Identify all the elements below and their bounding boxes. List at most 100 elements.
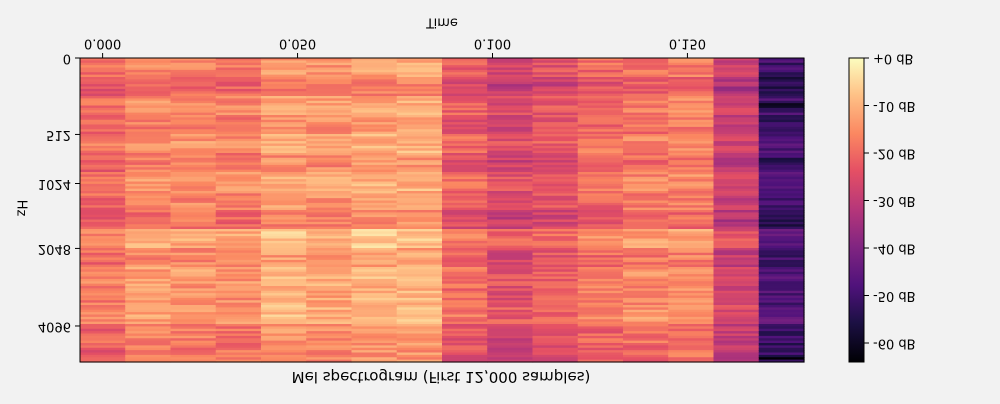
plot-frame [79, 57, 805, 363]
heatmap-cell [351, 210, 398, 213]
heatmap-cell [170, 319, 217, 323]
heatmap-cell [442, 302, 488, 306]
heatmap-cell [396, 84, 443, 88]
heatmap-cell [80, 93, 126, 97]
heatmap-cell [125, 283, 172, 287]
heatmap-cell [668, 188, 715, 192]
x-tick-label: 0.100 [474, 36, 511, 51]
heatmap-cell [758, 58, 805, 61]
heatmap-cell [532, 205, 579, 209]
heatmap-cell [261, 105, 307, 109]
heatmap-cell [713, 138, 760, 142]
heatmap-cell [125, 141, 172, 145]
heatmap-cell [713, 110, 760, 114]
heatmap-cell [758, 269, 805, 273]
heatmap-cell [215, 172, 262, 175]
heatmap-cell [623, 200, 669, 204]
heatmap-cell [442, 350, 488, 354]
heatmap-cell [215, 191, 262, 194]
heatmap-cell [623, 86, 669, 90]
heatmap-cell [442, 331, 488, 335]
heatmap-cell [125, 100, 172, 104]
heatmap-cell [125, 131, 172, 135]
heatmap-cell [215, 276, 262, 280]
heatmap-cell [532, 188, 579, 192]
heatmap-cell [215, 58, 262, 61]
heatmap-cell [442, 181, 488, 185]
heatmap-cell [215, 169, 262, 173]
heatmap-cell [396, 357, 443, 361]
heatmap-cell [713, 281, 760, 285]
heatmap-cell [577, 72, 624, 76]
heatmap-cell [80, 345, 126, 349]
heatmap-cell [170, 343, 217, 346]
heatmap-cell [125, 157, 172, 161]
colorbar-tick-label: -50 dB [873, 288, 916, 303]
heatmap-cell [487, 74, 534, 78]
heatmap-cell [713, 283, 760, 287]
heatmap-cell [215, 226, 262, 230]
heatmap-cell [306, 328, 353, 332]
heatmap-cell [396, 96, 443, 99]
heatmap-cell [532, 347, 579, 351]
heatmap-cell [713, 236, 760, 240]
heatmap-cell [758, 65, 805, 69]
heatmap-cell [532, 255, 579, 259]
heatmap-cell [125, 210, 172, 213]
heatmap-cell [396, 345, 443, 349]
heatmap-cell [125, 219, 172, 223]
heatmap-cell [532, 138, 579, 142]
heatmap-cell [758, 250, 805, 254]
heatmap-cell [532, 231, 579, 235]
heatmap-cell [351, 167, 398, 171]
heatmap-cell [487, 207, 534, 211]
heatmap-cell [170, 243, 217, 247]
heatmap-cell [351, 338, 398, 342]
heatmap-cell [577, 290, 624, 294]
heatmap-cell [668, 267, 715, 270]
heatmap-cell [215, 354, 262, 358]
heatmap-cell [125, 238, 172, 242]
heatmap-cell [577, 302, 624, 306]
heatmap-cell [80, 231, 126, 235]
heatmap-cell [758, 307, 805, 311]
heatmap-cell [623, 179, 669, 183]
heatmap-cell [442, 84, 488, 88]
heatmap-cell [396, 155, 443, 159]
heatmap-cell [261, 112, 307, 116]
heatmap-cell [623, 141, 669, 145]
heatmap-cell [306, 107, 353, 111]
colorbar [848, 57, 865, 363]
heatmap-cell [758, 98, 805, 102]
heatmap-cell [351, 357, 398, 361]
heatmap-cell [170, 295, 217, 299]
heatmap-cell [170, 119, 217, 123]
heatmap-cell [170, 331, 217, 335]
heatmap-cell [306, 255, 353, 259]
heatmap-cell [215, 67, 262, 71]
heatmap-cell [261, 231, 307, 235]
heatmap-cell [487, 60, 534, 64]
heatmap-cell [306, 138, 353, 142]
heatmap-cell [261, 245, 307, 249]
heatmap-cell [215, 214, 262, 218]
heatmap-cell [442, 164, 488, 168]
heatmap-cell [713, 183, 760, 187]
heatmap-cell [80, 328, 126, 332]
heatmap-cell [215, 316, 262, 320]
heatmap-cell [758, 300, 805, 304]
heatmap-cell [487, 357, 534, 361]
heatmap-cell [80, 335, 126, 339]
heatmap-cell [668, 269, 715, 273]
heatmap-cell [713, 248, 760, 251]
heatmap-cell [487, 224, 534, 228]
heatmap-cell [487, 281, 534, 285]
heatmap-cell [170, 264, 217, 268]
heatmap-cell [80, 126, 126, 130]
heatmap-cell [396, 115, 443, 118]
heatmap-cell [170, 176, 217, 180]
heatmap-cell [170, 202, 217, 206]
heatmap-cell [396, 188, 443, 192]
